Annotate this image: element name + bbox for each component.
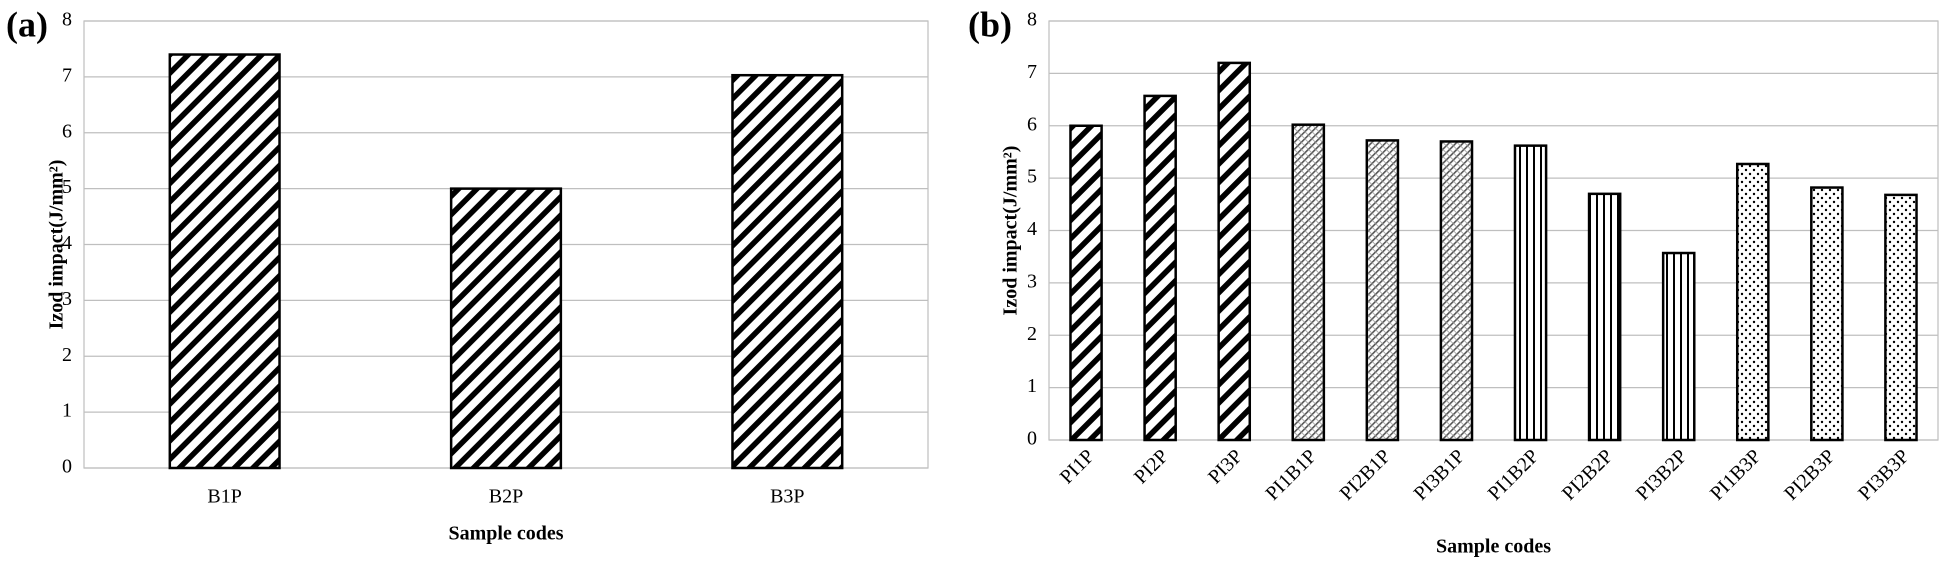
panel-label: (a)	[6, 4, 48, 44]
x-tick-label: B3P	[770, 486, 804, 508]
x-tick-label: PI2B3P	[1780, 445, 1840, 505]
bar	[1735, 162, 1770, 442]
x-tick-label: PI3B3P	[1854, 445, 1914, 505]
bar	[1143, 94, 1177, 442]
x-axis-title: Sample codes	[1436, 536, 1551, 558]
bar	[449, 187, 563, 470]
y-tick-label: 4	[1027, 218, 1037, 240]
bar	[1810, 186, 1844, 442]
bar	[1439, 140, 1474, 442]
bar	[1365, 139, 1400, 442]
y-tick-label: 6	[62, 120, 72, 142]
y-axis-title: Izod impact(J/mm²)	[46, 160, 68, 330]
bar	[1587, 192, 1622, 442]
y-tick-label: 3	[1027, 270, 1037, 292]
y-tick-label: 8	[62, 9, 72, 31]
y-tick-label: 7	[62, 64, 72, 86]
y-axis-title: Izod impact(J/mm²)	[1000, 146, 1022, 316]
y-tick-label: 2	[1027, 323, 1037, 345]
x-tick-label: B2P	[489, 486, 523, 508]
y-tick-label: 5	[1027, 166, 1037, 188]
y-tick-label: 5	[62, 176, 72, 198]
y-tick-label: 6	[1027, 113, 1037, 135]
x-tick-label: PI2P	[1130, 445, 1173, 488]
x-tick-label: PI1B2P	[1484, 445, 1544, 505]
x-tick-label: PI1P	[1056, 445, 1099, 488]
y-tick-label: 2	[62, 344, 72, 366]
bar	[731, 73, 844, 470]
bar	[1069, 124, 1103, 442]
x-tick-label: B1P	[207, 486, 241, 508]
y-tick-label: 0	[62, 456, 72, 478]
y-tick-label: 8	[1027, 9, 1037, 31]
y-tick-label: 4	[62, 232, 72, 254]
bar	[168, 53, 281, 470]
bar	[1513, 144, 1548, 442]
x-tick-label: PI1B1P	[1262, 445, 1322, 505]
y-tick-label: 0	[1027, 428, 1037, 450]
y-tick-label: 7	[1027, 61, 1037, 83]
bar	[1884, 193, 1918, 442]
y-tick-label: 1	[62, 400, 72, 422]
x-axis-title: Sample codes	[449, 523, 564, 545]
bar	[1291, 123, 1326, 442]
y-tick-label: 1	[1027, 375, 1037, 397]
bar	[1217, 61, 1252, 442]
x-tick-label: PI2B2P	[1558, 445, 1618, 505]
x-tick-label: PI3B2P	[1632, 445, 1692, 505]
panel-label: (b)	[968, 4, 1012, 44]
bar	[1661, 251, 1696, 442]
x-tick-label: PI3P	[1204, 445, 1247, 488]
x-tick-label: PI1B3P	[1706, 445, 1766, 505]
y-tick-label: 3	[62, 288, 72, 310]
x-tick-label: PI3B1P	[1410, 445, 1470, 505]
x-tick-label: PI2B1P	[1336, 445, 1396, 505]
